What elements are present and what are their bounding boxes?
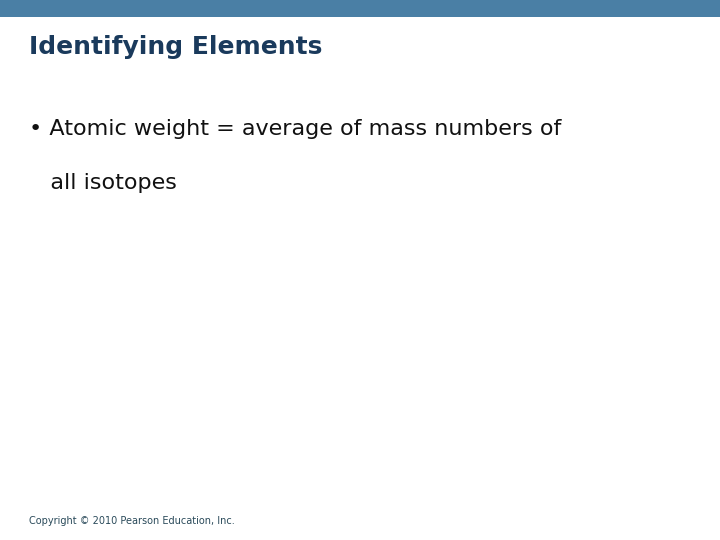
Text: all isotopes: all isotopes [29,173,176,193]
Text: Copyright © 2010 Pearson Education, Inc.: Copyright © 2010 Pearson Education, Inc. [29,516,235,526]
Text: Identifying Elements: Identifying Elements [29,35,322,59]
Text: • Atomic weight = average of mass numbers of: • Atomic weight = average of mass number… [29,119,561,139]
